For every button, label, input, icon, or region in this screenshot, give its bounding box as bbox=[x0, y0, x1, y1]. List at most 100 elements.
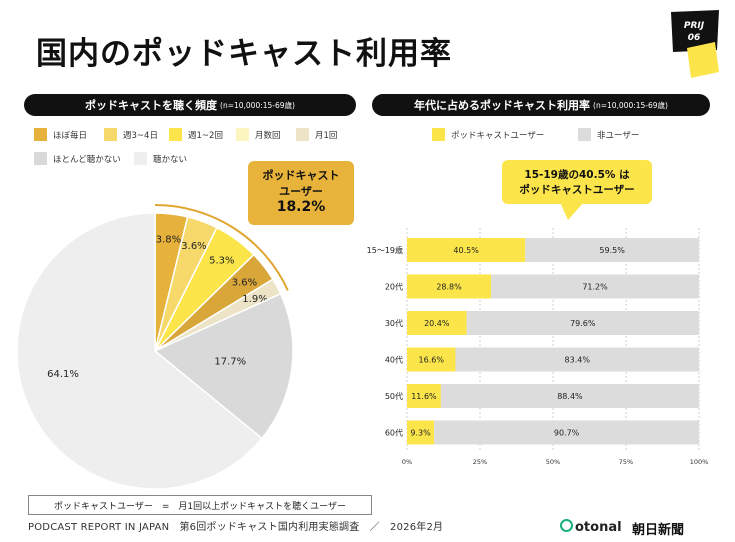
right-header-note: (n=10,000:15-69歳) bbox=[593, 100, 668, 110]
legend-swatch bbox=[104, 128, 117, 141]
pie-slice-label: 64.1% bbox=[47, 369, 79, 380]
pie-slice-label: 1.9% bbox=[242, 294, 267, 305]
bar-users bbox=[407, 274, 492, 299]
pie-slice-label: 5.3% bbox=[209, 256, 234, 267]
legend-item: 月1回 bbox=[296, 128, 337, 141]
category-label: 60代 bbox=[385, 428, 403, 438]
bar-users bbox=[407, 347, 456, 372]
x-tick-label: 50% bbox=[546, 458, 560, 466]
page-title: 国内のポッドキャスト利用率 bbox=[36, 36, 452, 72]
legend-item-nonusers: 非ユーザー bbox=[578, 128, 639, 141]
legend-label: 月1回 bbox=[315, 130, 338, 141]
callout-line2: ユーザー bbox=[279, 185, 323, 198]
otonal-logo-text: otonal bbox=[575, 520, 622, 535]
legend-label: ポッドキャストユーザー bbox=[451, 130, 545, 141]
legend-swatch bbox=[236, 128, 249, 141]
pie-slice-label: 3.6% bbox=[232, 278, 257, 289]
legend-swatch bbox=[578, 128, 591, 141]
legend-item: ほぼ毎日 bbox=[34, 128, 87, 141]
category-label: 15～19歳 bbox=[367, 245, 403, 255]
asahi-logo: 朝日新聞 bbox=[632, 523, 685, 538]
bar-nonusers bbox=[434, 420, 699, 445]
legend-item-users: ポッドキャストユーザー bbox=[432, 128, 544, 141]
left-header-note: (n=10,000:15-69歳) bbox=[220, 100, 295, 110]
left-header-main: ポッドキャストを聴く頻度 bbox=[85, 99, 218, 112]
callout-value: 18.2% bbox=[276, 199, 326, 215]
legend-item: 月数回 bbox=[236, 128, 281, 141]
right-header-main: 年代に占めるポッドキャスト利用率 bbox=[414, 99, 591, 112]
bar-nonusers-label: 88.4% bbox=[557, 392, 583, 401]
legend-label: ほぼ毎日 bbox=[53, 130, 88, 141]
legend-label: 週1~2回 bbox=[188, 130, 223, 141]
pie-slice-5 bbox=[153, 292, 294, 440]
callout2-line2: ポッドキャストユーザー bbox=[519, 184, 635, 196]
pie-slice-label: 3.6% bbox=[181, 241, 206, 252]
frequency-pie-chart: 3.8%3.6%5.3%3.6%1.9%17.7%64.1% bbox=[16, 204, 294, 490]
category-label: 40代 bbox=[385, 355, 403, 365]
bar-nonusers-label: 83.4% bbox=[565, 356, 591, 365]
bar-nonusers-label: 90.7% bbox=[554, 429, 580, 438]
x-tick-label: 100% bbox=[690, 458, 709, 466]
badge-line1: PRIJ bbox=[684, 21, 705, 31]
report-badge-icon: PRIJ 06 bbox=[671, 10, 719, 78]
legend-label: ほとんど聴かない bbox=[53, 154, 121, 165]
legend-item: 週3~4日 bbox=[104, 128, 158, 141]
legend-item: ほとんど聴かない bbox=[34, 152, 121, 165]
bar-nonusers bbox=[466, 311, 699, 335]
teen-share-callout: 15-19歳の40.5% は ポッドキャストユーザー bbox=[502, 160, 652, 204]
bar-nonusers-label: 71.2% bbox=[582, 283, 608, 292]
pie-slice-label: 3.8% bbox=[156, 235, 181, 246]
legend-swatch bbox=[34, 152, 47, 165]
bar-users-label: 16.6% bbox=[419, 356, 445, 365]
bar-legend: ポッドキャストユーザー 非ユーザー bbox=[432, 128, 692, 144]
bar-users-label: 11.6% bbox=[411, 392, 437, 401]
legend-swatch bbox=[134, 152, 147, 165]
legend-label: 非ユーザー bbox=[597, 130, 640, 141]
left-chart-header: ポッドキャストを聴く頻度 (n=10,000:15-69歳) bbox=[24, 94, 356, 116]
pie-slice-6 bbox=[16, 212, 263, 490]
bar-nonusers bbox=[455, 347, 699, 372]
x-tick-label: 0% bbox=[402, 458, 412, 466]
bar-users-label: 9.3% bbox=[410, 429, 431, 438]
badge-line2: 06 bbox=[688, 33, 701, 43]
definition-box: ポッドキャストユーザー = 月1回以上ポッドキャストを聴くユーザー bbox=[28, 495, 372, 515]
bar-nonusers bbox=[491, 274, 699, 299]
callout2-line1: 15-19歳の40.5% は bbox=[524, 169, 630, 181]
bar-nonusers bbox=[525, 238, 699, 262]
right-chart-header: 年代に占めるポッドキャスト利用率 (n=10,000:15-69歳) bbox=[372, 94, 710, 116]
legend-swatch bbox=[34, 128, 47, 141]
legend-label: 週3~4日 bbox=[123, 130, 158, 141]
user-bracket-arc bbox=[154, 204, 289, 291]
legend-label: 聴かない bbox=[153, 154, 188, 165]
bar-users-label: 20.4% bbox=[424, 319, 450, 328]
legend-swatch bbox=[432, 128, 445, 141]
user-share-callout: ポッドキャスト ユーザー 18.2% bbox=[248, 161, 354, 225]
legend-swatch bbox=[296, 128, 309, 141]
bar-nonusers-label: 79.6% bbox=[570, 319, 596, 328]
pie-legend: ほぼ毎日 週3~4日 週1~2回 月数回 月1回 ほとんど聴かない 聴かない bbox=[34, 128, 364, 168]
category-label: 30代 bbox=[385, 318, 403, 328]
callout-line1: ポッドキャスト bbox=[262, 169, 340, 182]
otonal-logo-icon bbox=[560, 519, 573, 532]
bar-users-label: 40.5% bbox=[453, 246, 479, 255]
legend-label: 月数回 bbox=[255, 130, 281, 141]
x-tick-label: 75% bbox=[619, 458, 633, 466]
category-label: 20代 bbox=[385, 282, 403, 292]
footer-text: PODCAST REPORT IN JAPAN 第6回ポッドキャスト国内利用実態… bbox=[28, 522, 444, 533]
bar-nonusers-label: 59.5% bbox=[599, 246, 625, 255]
bar-users bbox=[407, 420, 435, 445]
x-tick-label: 25% bbox=[473, 458, 487, 466]
legend-item: 週1~2回 bbox=[169, 128, 223, 141]
bar-users bbox=[407, 311, 467, 335]
age-usage-bar-chart: 0% 25% 50% 75% 100% 15～19歳 40.5% 59.5% 20代 28.8% 7… bbox=[367, 228, 709, 466]
category-label: 50代 bbox=[385, 391, 403, 401]
pie-slice-label: 17.7% bbox=[214, 357, 246, 368]
bar-users-label: 28.8% bbox=[436, 283, 462, 292]
bar-nonusers bbox=[440, 384, 699, 408]
bar-users bbox=[407, 238, 526, 262]
callout-pointer-icon bbox=[560, 202, 584, 220]
otonal-logo: otonal bbox=[560, 519, 622, 535]
legend-item: 聴かない bbox=[134, 152, 187, 165]
legend-swatch bbox=[169, 128, 182, 141]
bar-users bbox=[407, 384, 441, 408]
